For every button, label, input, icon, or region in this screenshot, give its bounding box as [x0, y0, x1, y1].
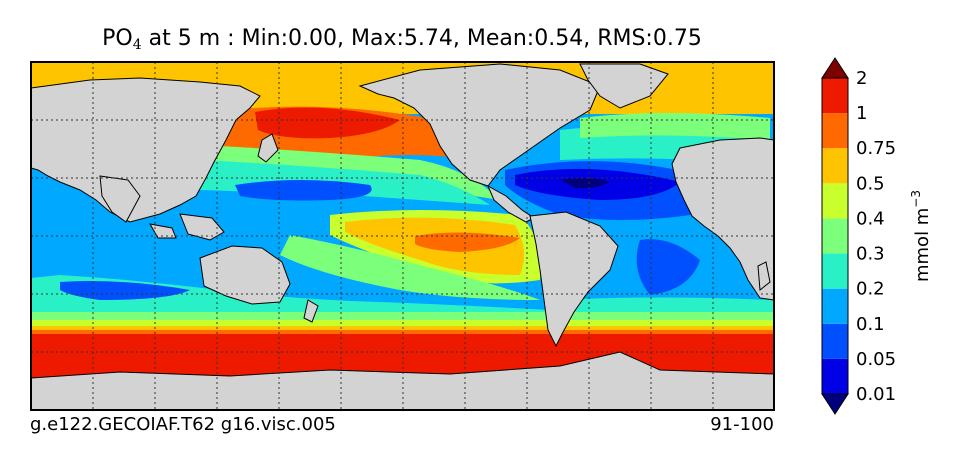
field-npac-gyre — [235, 180, 372, 201]
colorbar-segment — [822, 288, 848, 324]
land-australia — [199, 245, 291, 305]
land-antarctica — [31, 351, 774, 410]
colorbar-segment — [822, 113, 848, 149]
colorbar-segment — [822, 148, 848, 184]
colorbar-segment — [822, 78, 848, 114]
field-sind-gyre — [60, 281, 190, 300]
land-centralamerica — [486, 184, 535, 223]
colorbar-tick-label: 1 — [856, 103, 867, 124]
title-subscript: 4 — [132, 37, 142, 53]
chart-title: PO4 at 5 m : Min:0.00, Max:5.74, Mean:0.… — [30, 26, 774, 53]
map-field — [31, 62, 774, 410]
years-label: 91-100 — [710, 414, 774, 435]
title-variable: PO — [102, 26, 133, 51]
land-greenland — [579, 63, 669, 109]
map-frame — [30, 61, 775, 411]
colorbar-extend-max — [821, 57, 849, 79]
field-eqpac-orange — [415, 232, 520, 252]
colorbar-segment — [822, 323, 848, 359]
land-southamerica — [529, 211, 619, 348]
field-natl-min — [560, 177, 610, 189]
colorbar-tick-label: 0.2 — [856, 279, 885, 300]
land-asia — [31, 77, 261, 223]
colorbar-segment — [822, 253, 848, 289]
colorbar-tick-label: 0.01 — [856, 384, 896, 405]
field-satl-blue — [636, 239, 700, 295]
colorbar-tick-label: 0.4 — [856, 208, 885, 229]
map-gridlines — [31, 62, 774, 410]
land-northamerica — [358, 63, 601, 187]
colorbar-tick-label: 2 — [856, 68, 867, 89]
land-newzealand — [303, 299, 319, 323]
field-npac-red — [255, 107, 400, 139]
colorbar-frame — [821, 77, 849, 395]
field-spac-green — [280, 235, 540, 300]
title-stats: at 5 m : Min:0.00, Max:5.74, Mean:0.54, … — [141, 26, 702, 51]
land-madagascar — [757, 261, 771, 291]
colorbar-tick-label: 0.75 — [856, 138, 896, 159]
colorbar-tick-label: 0.5 — [856, 173, 885, 194]
colorbar-unit-label: mmol m−3 — [909, 190, 933, 282]
land-japan — [257, 133, 279, 163]
case-name: g.e122.GECOIAF.T62 g16.visc.005 — [30, 414, 336, 435]
colorbar-tick-label: 0.1 — [856, 314, 885, 335]
colorbar-tick-label: 0.05 — [856, 349, 896, 370]
colorbar-tick-label: 0.3 — [856, 244, 885, 265]
colorbar-segment — [822, 218, 848, 254]
land-india — [99, 175, 141, 223]
colorbar-extend-min — [821, 393, 849, 415]
colorbar-segment — [822, 183, 848, 219]
colorbar-segment — [822, 358, 848, 394]
